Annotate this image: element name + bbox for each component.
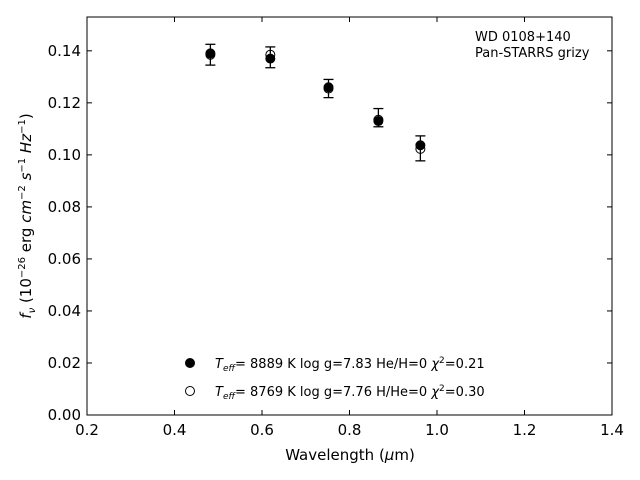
x-axis-label: Wavelength (μm) (285, 446, 415, 464)
y-tick-label: 0.08 (48, 198, 81, 216)
model-point-filled (415, 140, 426, 151)
legend-marker-open (185, 386, 195, 396)
model-point-filled (373, 116, 384, 127)
y-tick-label: 0.12 (48, 94, 81, 112)
x-tick-label: 0.4 (163, 421, 187, 439)
legend-entry-2: Teff= 8769 K log g=7.76 H/He=0 χ2=0.30 (215, 384, 485, 402)
legend: Teff= 8889 K log g=7.83 He/H=0 χ2=0.21 T… (185, 356, 485, 402)
legend-1-chi2: =0.21 (445, 357, 485, 372)
annotation-survey: Pan-STARRS grizy (475, 46, 590, 61)
model-point-filled (205, 48, 216, 59)
y-tick-label: 0.00 (48, 406, 81, 424)
x-tick-label: 0.2 (75, 421, 99, 439)
legend-2-comp: H/He=0 (376, 385, 427, 400)
legend-1-comp: He/H=0 (376, 357, 427, 372)
axis-ticks: 0.2 0.4 0.6 0.8 1.0 1.2 1.4 0.00 0.02 0.04 0.06 0.0… (48, 17, 624, 439)
x-tick-label: 0.6 (250, 421, 274, 439)
y-tick-label: 0.02 (48, 354, 81, 372)
x-tick-label: 0.8 (338, 421, 362, 439)
y-tick-label: 0.14 (48, 42, 81, 60)
legend-marker-filled (185, 358, 195, 368)
legend-2-logg: log g=7.76 (300, 385, 372, 400)
x-tick-label: 1.4 (600, 421, 624, 439)
legend-1-teff: 8889 K (250, 357, 296, 372)
y-tick-label: 0.04 (48, 302, 81, 320)
x-tick-label: 1.0 (425, 421, 449, 439)
annotation-object: WD 0108+140 (475, 30, 571, 45)
plot-area: 0.2 0.4 0.6 0.8 1.0 1.2 1.4 0.00 0.02 0.04 0.06 0.0… (48, 16, 624, 439)
model-point-filled (265, 53, 276, 64)
legend-1-logg: log g=7.83 (300, 357, 372, 372)
y-axis-label: fν (10−26 erg cm−2 s−1 Hz−1) (17, 113, 38, 318)
x-tick-label: 1.2 (513, 421, 537, 439)
y-tick-label: 0.06 (48, 250, 81, 268)
model-point-filled (323, 82, 334, 93)
y-tick-label: 0.10 (48, 146, 81, 164)
legend-2-chi2: =0.30 (445, 385, 485, 400)
annotation-box: WD 0108+140 Pan-STARRS grizy (475, 30, 590, 61)
legend-2-teff: 8769 K (250, 385, 296, 400)
legend-entry-1: Teff= 8889 K log g=7.83 He/H=0 χ2=0.21 (215, 356, 485, 374)
data-markers (205, 48, 426, 154)
